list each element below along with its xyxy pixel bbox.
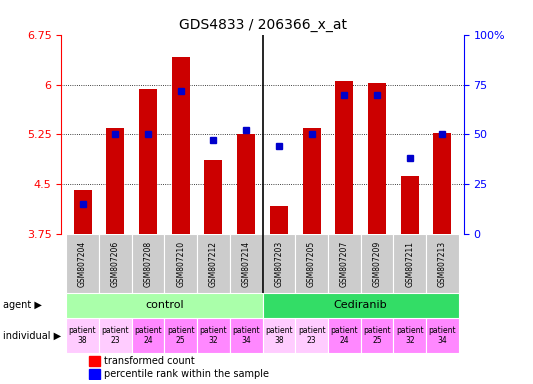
Text: percentile rank within the sample: percentile rank within the sample (103, 369, 269, 379)
Bar (230, 318, 262, 353)
Bar (139, 89, 157, 234)
Bar (66, 293, 262, 318)
Bar (426, 318, 459, 353)
Bar (132, 234, 164, 293)
Bar (164, 318, 197, 353)
Bar (66, 234, 99, 293)
Bar (361, 234, 393, 293)
Text: patient
32: patient 32 (396, 326, 424, 345)
Bar (197, 318, 230, 353)
Text: patient
24: patient 24 (330, 326, 358, 345)
Bar (303, 128, 320, 234)
Text: patient
34: patient 34 (429, 326, 456, 345)
Text: patient
38: patient 38 (69, 326, 96, 345)
Bar (99, 318, 132, 353)
Bar (361, 318, 393, 353)
Bar (262, 318, 295, 353)
Bar (90, 369, 100, 379)
Bar (262, 234, 295, 293)
Text: patient
23: patient 23 (101, 326, 129, 345)
Bar (433, 133, 451, 234)
Text: GSM807211: GSM807211 (405, 240, 414, 286)
Text: patient
32: patient 32 (200, 326, 227, 345)
Bar (106, 128, 124, 234)
Text: patient
38: patient 38 (265, 326, 293, 345)
Text: patient
25: patient 25 (167, 326, 195, 345)
Text: Cediranib: Cediranib (334, 300, 387, 310)
Bar (237, 134, 255, 234)
Title: GDS4833 / 206366_x_at: GDS4833 / 206366_x_at (179, 18, 346, 32)
Bar (230, 234, 262, 293)
Bar (393, 318, 426, 353)
Bar (335, 81, 353, 234)
Bar (270, 207, 288, 234)
Bar (205, 161, 222, 234)
Text: GSM807203: GSM807203 (274, 240, 284, 287)
Text: transformed count: transformed count (103, 356, 195, 366)
Text: patient
25: patient 25 (363, 326, 391, 345)
Text: GSM807205: GSM807205 (307, 240, 316, 287)
Bar (262, 293, 459, 318)
Bar (295, 234, 328, 293)
Bar (66, 318, 99, 353)
Bar (295, 318, 328, 353)
Text: GSM807213: GSM807213 (438, 240, 447, 286)
Text: GSM807214: GSM807214 (241, 240, 251, 286)
Bar (368, 83, 386, 234)
Text: patient
23: patient 23 (298, 326, 325, 345)
Bar (197, 234, 230, 293)
Text: agent ▶: agent ▶ (3, 300, 42, 310)
Text: patient
34: patient 34 (232, 326, 260, 345)
Text: control: control (145, 300, 184, 310)
Bar (328, 234, 361, 293)
Text: individual ▶: individual ▶ (3, 330, 61, 340)
Text: patient
24: patient 24 (134, 326, 162, 345)
Bar (99, 234, 132, 293)
Bar (132, 318, 164, 353)
Text: GSM807207: GSM807207 (340, 240, 349, 287)
Text: GSM807210: GSM807210 (176, 240, 185, 286)
Text: GSM807212: GSM807212 (209, 240, 218, 286)
Bar (164, 234, 197, 293)
Text: GSM807204: GSM807204 (78, 240, 87, 287)
Bar (426, 234, 459, 293)
Bar (328, 318, 361, 353)
Bar (393, 234, 426, 293)
Text: GSM807206: GSM807206 (111, 240, 120, 287)
Text: GSM807209: GSM807209 (373, 240, 382, 287)
Bar (401, 177, 419, 234)
Bar (90, 356, 100, 366)
Text: GSM807208: GSM807208 (143, 240, 152, 286)
Bar (74, 190, 92, 234)
Bar (172, 56, 190, 234)
